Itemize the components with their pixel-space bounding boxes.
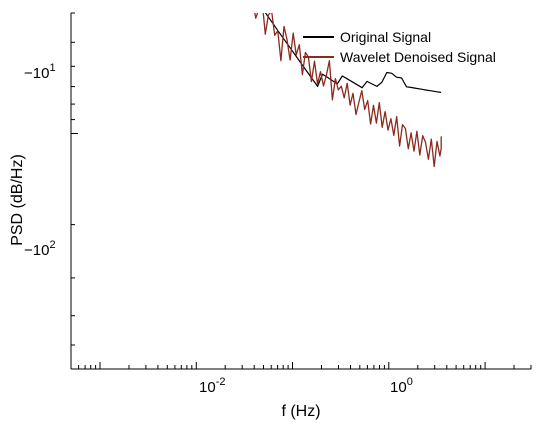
- y-tick-label-0: −101: [24, 62, 56, 82]
- legend: Original Signal Wavelet Denoised Signal: [303, 29, 496, 65]
- x-axis-label: f (Hz): [281, 403, 320, 420]
- legend-label-denoised: Wavelet Denoised Signal: [340, 49, 496, 65]
- legend-label-original: Original Signal: [340, 29, 431, 45]
- x-tick-label-0: 10-2: [199, 376, 225, 396]
- series-line-0: [264, 13, 442, 93]
- y-axis-label: PSD (dB/Hz): [9, 154, 26, 246]
- y-tick-label-1: −102: [24, 239, 56, 259]
- series-layer: [254, 13, 442, 168]
- x-tick-label-1: 100: [390, 376, 413, 396]
- series-line-1: [254, 13, 442, 168]
- x-ticks: [70, 362, 532, 369]
- y-ticks: [71, 12, 78, 370]
